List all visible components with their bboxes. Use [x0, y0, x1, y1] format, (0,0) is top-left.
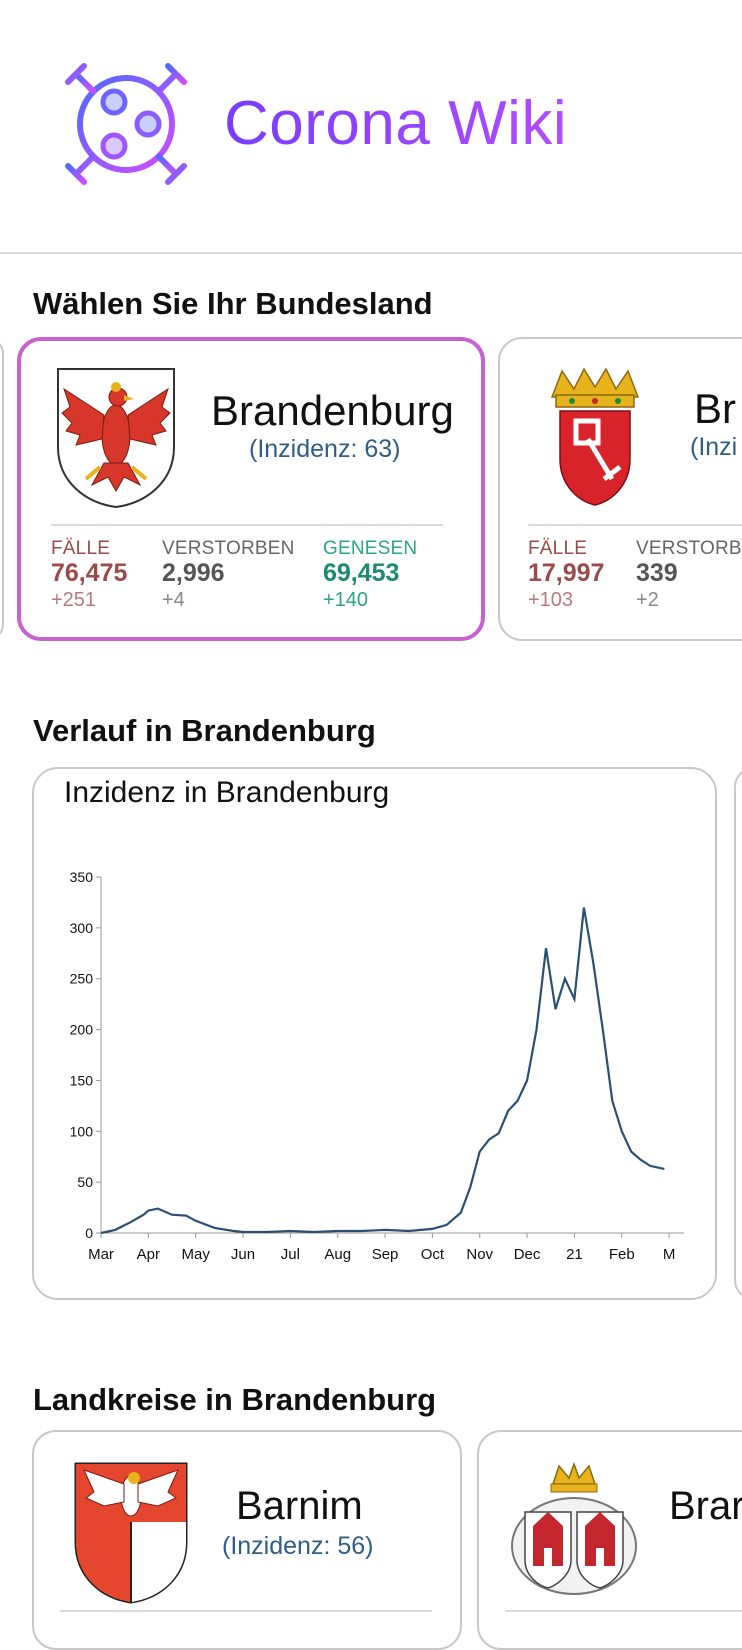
- faelle-delta: +251: [51, 589, 97, 611]
- x-tick-label: Mar: [88, 1246, 114, 1263]
- verstorben-delta: +2: [636, 589, 659, 611]
- faelle-label: FÄLLE: [528, 538, 588, 559]
- x-tick-label: Apr: [137, 1246, 160, 1263]
- section-title-bundesland: Wählen Sie Ihr Bundesland: [33, 286, 433, 321]
- genesen-label: GENESEN: [323, 538, 418, 559]
- card-divider: [51, 524, 443, 526]
- verstorben-delta: +4: [162, 589, 185, 611]
- y-tick-label: 350: [70, 869, 94, 885]
- faelle-value: 17,997: [528, 559, 605, 587]
- landkreis-name: Barnim: [236, 1484, 363, 1528]
- genesen-delta: +140: [323, 589, 369, 611]
- app-header: Corona Wiki: [0, 0, 742, 254]
- y-tick-label: 250: [70, 971, 94, 987]
- state-inzidenz: (Inzidenz: 63): [249, 435, 401, 463]
- verstorben-label: VERSTORBEN: [162, 538, 295, 559]
- verstorben-value: 2,996: [162, 559, 225, 587]
- state-card-brandenburg[interactable]: Brandenburg (Inzidenz: 63) FÄLLE 76,475 …: [17, 337, 485, 641]
- card-divider: [505, 1610, 742, 1612]
- state-name: Brandenburg: [211, 387, 454, 434]
- x-tick-label: Jun: [231, 1246, 255, 1263]
- x-tick-label: Aug: [324, 1246, 351, 1263]
- y-tick-label: 50: [77, 1174, 93, 1190]
- x-tick-label: M: [663, 1246, 676, 1263]
- landkreis-name: Brar: [669, 1484, 742, 1528]
- card-divider: [60, 1610, 432, 1612]
- state-name: Br: [694, 385, 736, 432]
- barnim-coat-of-arms-icon: [74, 1462, 188, 1604]
- series-line: [100, 907, 665, 1235]
- card-divider: [528, 524, 742, 526]
- brandenburg-coat-of-arms-icon: [57, 368, 175, 509]
- verstorben-value: 339: [636, 559, 678, 587]
- verstorben-label: VERSTORB: [636, 538, 742, 559]
- y-tick-label: 100: [70, 1123, 94, 1139]
- app-title: Corona Wiki: [224, 89, 568, 158]
- y-tick-label: 0: [85, 1225, 93, 1241]
- faelle-label: FÄLLE: [51, 538, 111, 559]
- x-tick-label: Nov: [466, 1246, 493, 1263]
- x-tick-label: Sep: [372, 1246, 399, 1263]
- landkreis-card-brandenburg-havel[interactable]: Brar: [477, 1430, 742, 1650]
- state-card-bremen[interactable]: Br (Inzi FÄLLE 17,997 +103 VERSTORB 339 …: [498, 337, 742, 641]
- section-title-landkreise: Landkreise in Brandenburg: [33, 1382, 437, 1417]
- y-tick-label: 200: [70, 1022, 94, 1038]
- brandenburg-havel-coat-of-arms-icon: [511, 1461, 637, 1595]
- section-title-verlauf: Verlauf in Brandenburg: [33, 713, 376, 748]
- x-tick-label: May: [182, 1246, 211, 1263]
- genesen-value: 69,453: [323, 559, 400, 587]
- incidence-line-chart: 0 50 100 150 200 250 300 350 Mar Apr May Jun Jul Aug S…: [70, 869, 684, 1263]
- x-tick-label: Oct: [421, 1246, 445, 1263]
- y-tick-label: 150: [70, 1072, 94, 1088]
- x-tick-label: 21: [566, 1246, 583, 1263]
- x-tick-label: Jul: [281, 1246, 300, 1263]
- x-tick-label: Feb: [609, 1246, 635, 1263]
- landkreis-inzidenz: (Inzidenz: 56): [222, 1532, 374, 1560]
- virus-logo-icon: [53, 51, 199, 197]
- y-tick-label: 300: [70, 920, 94, 936]
- state-inzidenz: (Inzi: [690, 433, 738, 461]
- faelle-delta: +103: [528, 589, 574, 611]
- bremen-coat-of-arms-icon: [550, 367, 640, 506]
- chart-title: Inzidenz in Brandenburg: [64, 776, 390, 809]
- x-tick-label: Dec: [514, 1246, 541, 1263]
- faelle-value: 76,475: [51, 559, 128, 587]
- landkreis-card-barnim[interactable]: Barnim (Inzidenz: 56): [32, 1430, 462, 1650]
